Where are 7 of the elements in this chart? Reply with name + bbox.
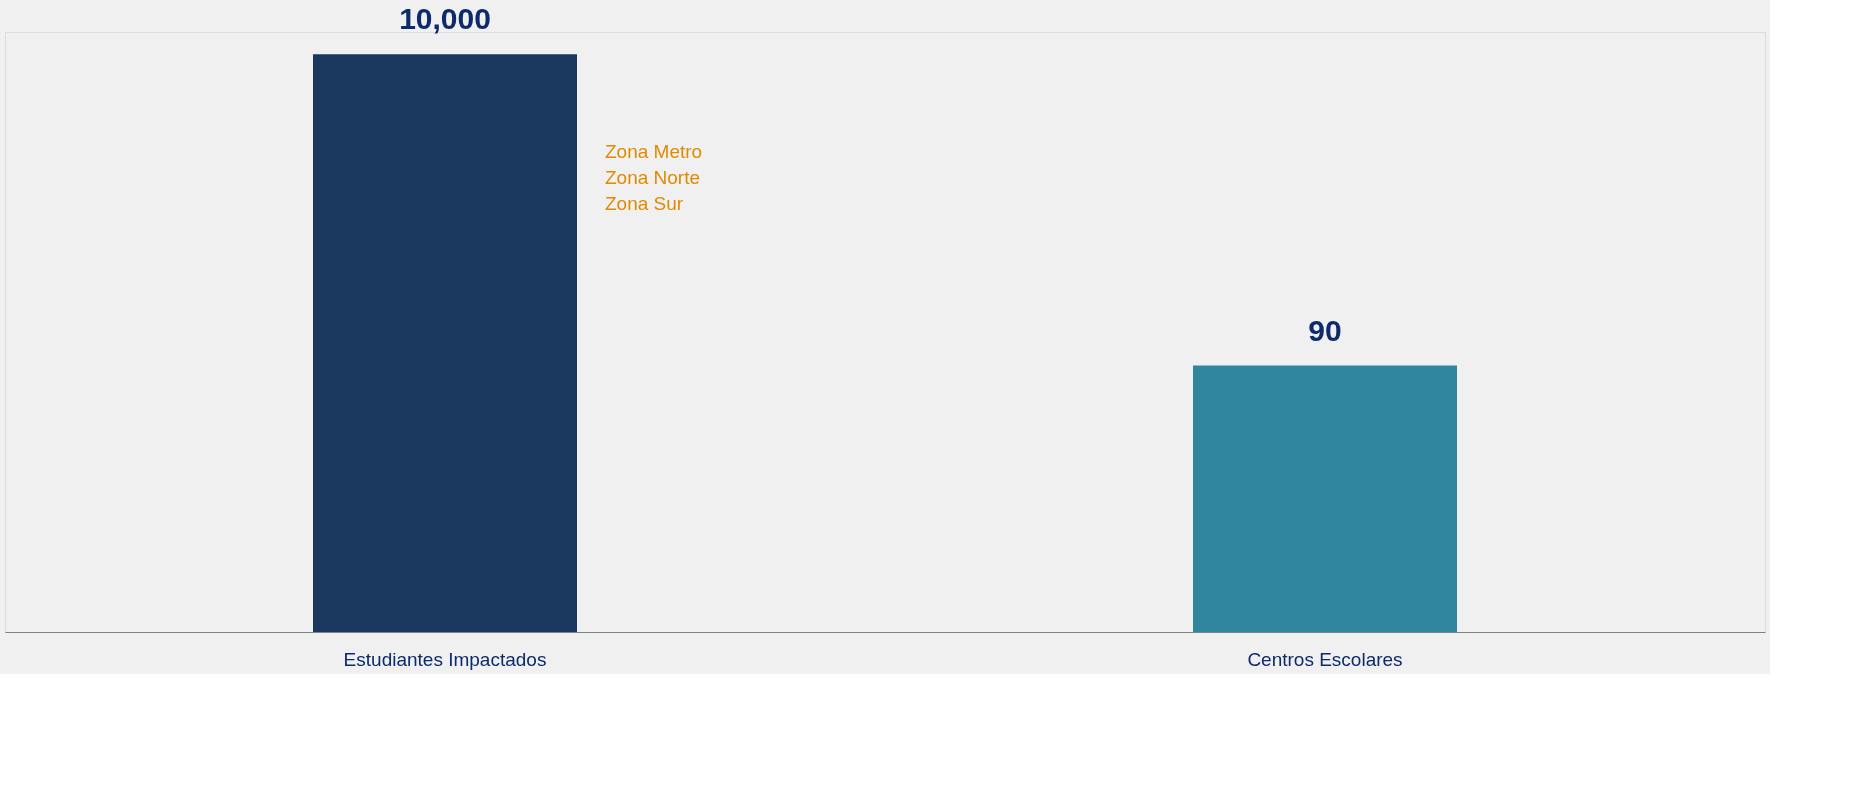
annotation: Zona Norte (605, 167, 701, 188)
x-tick-label: Estudiantes Impactados (343, 648, 547, 670)
x-tick-label: Centros Escolares (1247, 648, 1403, 670)
annotation: Zona Sur (605, 193, 684, 214)
annotation: Zona Metro (605, 141, 703, 162)
data-label: 90 (1308, 313, 1342, 347)
data-label: 10,000 (399, 2, 491, 36)
